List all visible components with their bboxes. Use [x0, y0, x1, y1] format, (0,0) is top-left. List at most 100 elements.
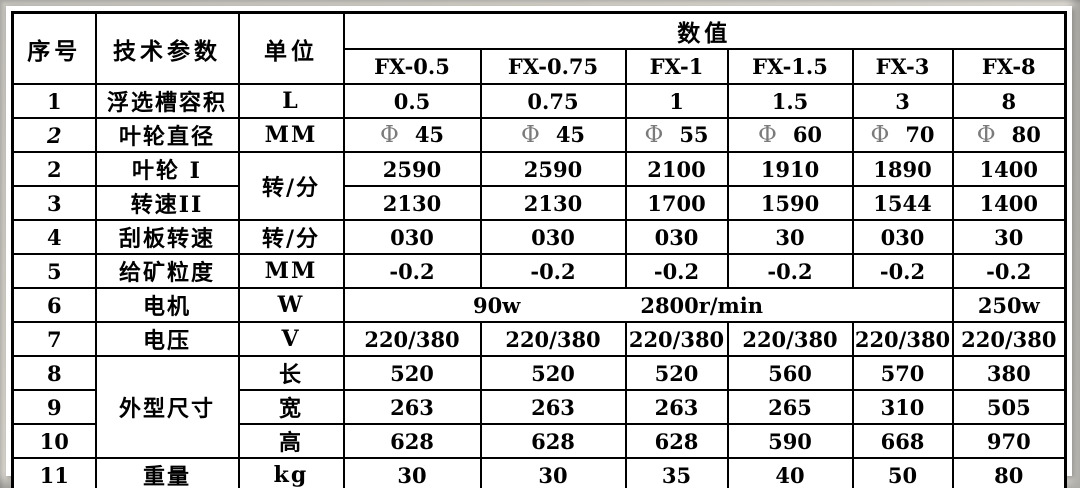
value-cell: 263: [342, 389, 482, 425]
value-cell: 265: [726, 389, 854, 425]
unit-cell: V: [237, 321, 345, 357]
table-row: 7 电压 V 220/380 220/380 220/380 220/380 220/380 2…: [11, 321, 1067, 357]
row-number-cell: 11: [11, 457, 97, 488]
diameter-value: 55: [679, 122, 709, 147]
table-header: 序号 技术参数 单位 数值 FX-0.5 FX-0.75 FX-1 FX-1.5…: [11, 11, 1067, 85]
row-number-cell: 5: [11, 253, 97, 289]
value-cell: 0.5: [342, 83, 482, 119]
header-seq: 序号: [11, 11, 97, 85]
value-cell: 1544: [851, 185, 954, 221]
value-cell: 1400: [951, 151, 1067, 187]
header-model-fx05: FX-0.5: [342, 48, 482, 85]
unit-cell: MM: [237, 117, 345, 153]
value-cell: 1400: [951, 185, 1067, 221]
value-cell: 1: [624, 83, 729, 119]
diameter-value: 60: [792, 122, 823, 147]
header-param: 技术参数: [94, 11, 240, 85]
motor-spec-text: 2800r/min: [640, 292, 763, 318]
parameter-name-cell: 转速II: [94, 185, 240, 221]
value-cell: Φ 80: [951, 117, 1067, 153]
table-row: 10 高 628 628 628 590 668 970: [11, 423, 1067, 459]
value-cell: 2130: [479, 185, 627, 221]
value-cell: 970: [951, 423, 1067, 459]
value-cell: 520: [342, 355, 482, 391]
diameter-value: 45: [414, 122, 445, 147]
header-model-fx3: FX-3: [851, 48, 954, 85]
diameter-phi-icon: Φ: [520, 122, 540, 148]
value-cell: 263: [624, 389, 729, 425]
value-cell: 1910: [726, 151, 854, 187]
parameter-name-cell: 叶轮直径: [94, 117, 240, 153]
table-row: 6 电机 W 90w 2800r/min 250w: [11, 287, 1067, 323]
parameter-name-cell: 电压: [94, 321, 240, 357]
value-cell: 30: [726, 219, 854, 255]
value-cell: 250w: [951, 287, 1067, 323]
value-cell: 310: [851, 389, 954, 425]
row-number-cell: 2: [11, 151, 97, 187]
value-cell: 628: [479, 423, 627, 459]
parameter-name-cell: 电机: [94, 287, 240, 323]
value-cell: 628: [342, 423, 482, 459]
diameter-phi-icon: Φ: [870, 122, 890, 148]
value-cell: 80: [951, 457, 1067, 488]
table-row: 11 重量 kg 30 30 35 40 50 80: [11, 457, 1067, 488]
value-cell: 3: [851, 83, 954, 119]
value-cell: 2130: [342, 185, 482, 221]
value-cell: -0.2: [479, 253, 627, 289]
row-number-cell: 4: [11, 219, 97, 255]
table-row: 2 叶轮 I 转/分 2590 2590 2100 1910 1890 1400: [11, 151, 1067, 221]
row-number-cell: 3: [11, 185, 97, 221]
document-sheet: 序号 技术参数 单位 数值 FX-0.5 FX-0.75 FX-1 FX-1.5…: [6, 6, 1072, 488]
parameter-name-cell: 叶轮 I: [94, 151, 240, 187]
value-cell: 1890: [851, 151, 954, 187]
unit-cell: L: [237, 83, 345, 119]
value-cell: 2100: [624, 151, 729, 187]
value-cell: Φ 60: [726, 117, 854, 153]
value-cell: Φ 70: [851, 117, 954, 153]
value-cell: 8: [951, 83, 1067, 119]
table-row: 8 外型尺寸长 520 520 520 560 570 380: [11, 355, 1067, 459]
value-cell: 2590: [479, 151, 627, 187]
dimension-label-cell: 长: [237, 355, 345, 391]
header-row-models: FX-0.5 FX-0.75 FX-1 FX-1.5 FX-3 FX-8: [13, 48, 1067, 85]
value-cell: 40: [726, 457, 854, 488]
table-row: 1 浮选槽容积 L 0.5 0.75 1 1.5 3 8: [11, 83, 1067, 119]
value-cell: 520: [479, 355, 627, 391]
value-cell: 505: [951, 389, 1067, 425]
value-cell: 50: [851, 457, 954, 488]
value-cell: 220/380: [726, 321, 854, 357]
parameter-name-cell: 外型尺寸: [94, 355, 240, 459]
table-row: 5 给矿粒度 MM -0.2 -0.2 -0.2 -0.2 -0.2 -0.2: [11, 253, 1067, 289]
diameter-phi-icon: Φ: [644, 122, 664, 148]
unit-cell: 转/分: [237, 219, 345, 255]
value-cell: -0.2: [851, 253, 954, 289]
header-model-fx075: FX-0.75: [479, 48, 627, 85]
row-number-cell: 1: [11, 83, 97, 119]
parameter-name-cell: 刮板转速: [94, 219, 240, 255]
header-unit: 单位: [237, 11, 345, 85]
value-cell: 30: [951, 219, 1067, 255]
value-cell: 30: [479, 457, 627, 488]
value-cell: 1.5: [726, 83, 854, 119]
header-values: 数值: [342, 11, 1067, 50]
value-cell: 263: [479, 389, 627, 425]
table-row: 9 宽 263 263 263 265 310 505: [11, 389, 1067, 425]
value-cell: 220/380: [851, 321, 954, 357]
spec-table: 序号 技术参数 单位 数值 FX-0.5 FX-0.75 FX-1 FX-1.5…: [11, 11, 1068, 488]
parameter-name-cell: 给矿粒度: [94, 253, 240, 289]
value-cell: 570: [851, 355, 954, 391]
motor-spec-cell: 90w 2800r/min: [342, 287, 954, 323]
value-cell: 560: [726, 355, 854, 391]
value-cell: 2590: [342, 151, 482, 187]
unit-cell: 转/分: [237, 151, 345, 221]
diameter-phi-icon: Φ: [976, 122, 996, 148]
value-cell: -0.2: [342, 253, 482, 289]
motor-spec-text: 90w: [473, 292, 521, 318]
value-cell: -0.2: [726, 253, 854, 289]
value-cell: 590: [726, 423, 854, 459]
row-number-cell: 7: [11, 321, 97, 357]
header-row-main: 序号 技术参数 单位 数值: [11, 11, 1067, 85]
row-number-cell: 10: [11, 423, 97, 459]
value-cell: Φ 45: [342, 117, 482, 153]
